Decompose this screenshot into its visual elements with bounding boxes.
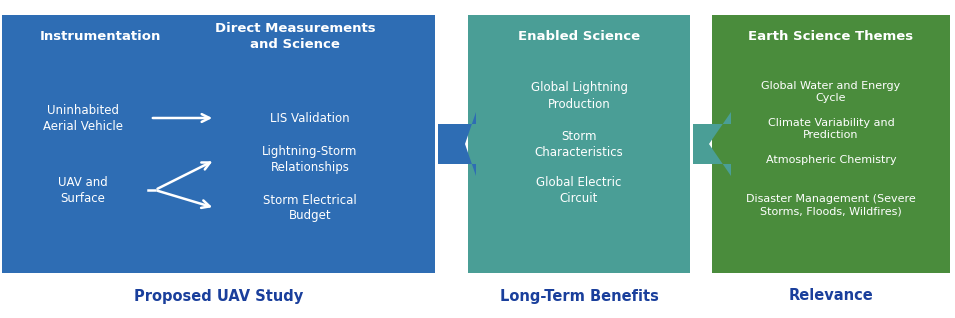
Text: Lightning-Storm
Relationships: Lightning-Storm Relationships <box>263 146 358 175</box>
Text: Earth Science Themes: Earth Science Themes <box>749 30 914 43</box>
Bar <box>2 15 435 273</box>
Text: Storm
Characteristics: Storm Characteristics <box>535 129 624 158</box>
Text: Uninhabited
Aerial Vehicle: Uninhabited Aerial Vehicle <box>43 103 123 133</box>
Bar <box>468 15 690 273</box>
Text: Long-Term Benefits: Long-Term Benefits <box>499 288 658 303</box>
Text: Atmospheric Chemistry: Atmospheric Chemistry <box>766 155 897 165</box>
Text: Global Electric
Circuit: Global Electric Circuit <box>537 176 622 205</box>
Text: Enabled Science: Enabled Science <box>518 30 640 43</box>
Text: Instrumentation: Instrumentation <box>39 30 160 43</box>
Text: Climate Variability and
Prediction: Climate Variability and Prediction <box>768 118 895 140</box>
Text: Global Water and Energy
Cycle: Global Water and Energy Cycle <box>761 81 901 103</box>
Text: Direct Measurements
and Science: Direct Measurements and Science <box>215 22 375 51</box>
Text: Disaster Management (Severe
Storms, Floods, Wildfires): Disaster Management (Severe Storms, Floo… <box>746 194 916 216</box>
Polygon shape <box>693 112 731 176</box>
Bar <box>712 15 950 273</box>
Text: Relevance: Relevance <box>789 288 874 303</box>
Text: Proposed UAV Study: Proposed UAV Study <box>134 288 303 303</box>
Text: UAV and
Surface: UAV and Surface <box>58 176 108 204</box>
Polygon shape <box>438 112 476 176</box>
Text: Storm Electrical
Budget: Storm Electrical Budget <box>264 193 357 223</box>
Text: Global Lightning
Production: Global Lightning Production <box>530 81 627 110</box>
Text: LIS Validation: LIS Validation <box>270 112 350 125</box>
